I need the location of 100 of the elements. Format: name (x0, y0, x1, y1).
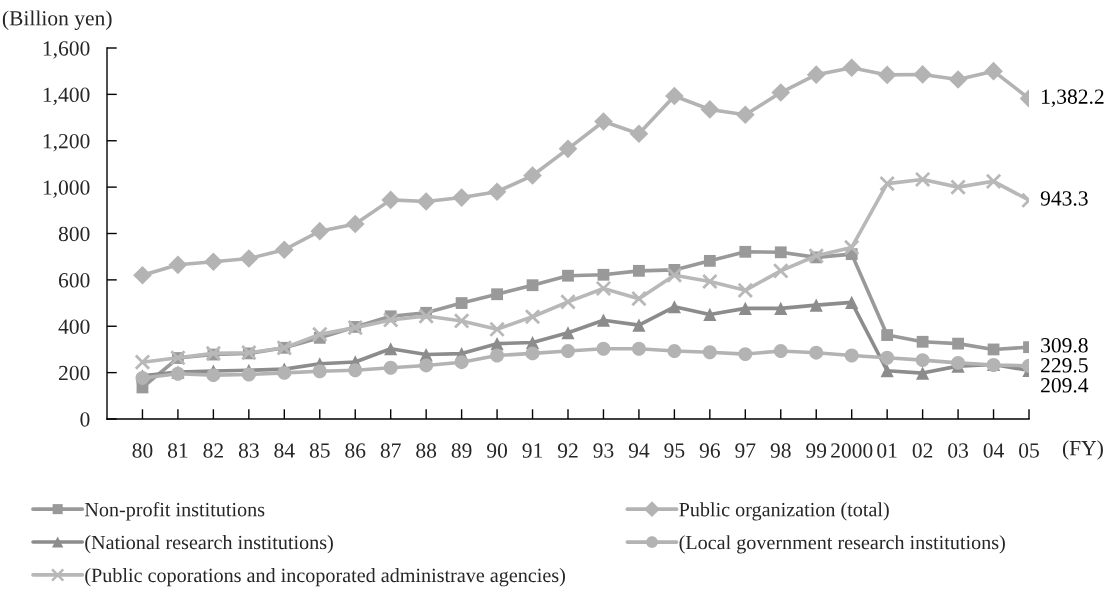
point (703, 307, 717, 322)
point (491, 288, 503, 301)
point (561, 326, 575, 340)
point (808, 247, 825, 264)
x-tick-label: 89 (451, 443, 472, 458)
point (916, 335, 929, 348)
data-label: 943.3 (1040, 191, 1088, 206)
point (490, 348, 505, 363)
point (525, 346, 540, 361)
point (419, 358, 434, 373)
y-tick-label: 1,600 (43, 41, 90, 59)
point (877, 65, 897, 85)
point (558, 139, 578, 159)
y-tick-label: 200 (58, 365, 90, 381)
point (738, 301, 752, 315)
x-tick-label: 88 (416, 443, 437, 458)
x-tick-label: 84 (274, 443, 295, 458)
point (241, 367, 256, 382)
point (490, 337, 504, 351)
point (312, 364, 327, 379)
point (310, 221, 330, 241)
point (416, 192, 436, 211)
point (597, 268, 610, 281)
point (382, 312, 399, 328)
y-tick-label: 600 (58, 273, 90, 288)
point (844, 348, 859, 363)
point (345, 214, 365, 234)
point (845, 295, 859, 309)
x-tick-label: 85 (309, 443, 330, 458)
point (562, 269, 574, 282)
point (381, 190, 401, 210)
point (168, 255, 188, 275)
x-tick-label: 96 (699, 443, 720, 458)
x-tick-label: 86 (345, 443, 366, 458)
point (984, 61, 1003, 81)
legend-label: (Local government research institutions) (679, 535, 1005, 554)
point (526, 279, 539, 292)
point (738, 347, 753, 362)
data-label: 229.5 (1041, 358, 1088, 373)
point (880, 350, 895, 365)
point (948, 70, 968, 89)
point (952, 337, 964, 350)
point (701, 273, 718, 290)
x-tick-label: 94 (628, 443, 650, 458)
y-tick-label: 1,400 (43, 87, 90, 106)
point (204, 252, 223, 272)
x-tick-label: 91 (522, 443, 543, 458)
point (843, 239, 860, 256)
point (524, 308, 541, 325)
point (703, 254, 716, 267)
point (239, 249, 259, 268)
x-tick-label: 81 (167, 443, 188, 458)
point (348, 363, 363, 378)
point (737, 282, 754, 299)
data-label: 1,382.2 (1042, 89, 1104, 107)
point (487, 182, 507, 202)
point (594, 112, 613, 131)
x-tick-label: 2000 (831, 443, 873, 458)
point (629, 124, 649, 144)
point (454, 355, 469, 370)
point (950, 179, 967, 196)
x-tick-label: 87 (380, 443, 401, 458)
x-tick-label: 95 (664, 443, 685, 458)
y-tick-label: 800 (58, 226, 90, 242)
y-tick-label: 1,200 (43, 133, 90, 152)
point (596, 313, 611, 327)
point (632, 318, 646, 332)
point (773, 344, 788, 359)
point (772, 262, 789, 279)
x-axis-title: (FY) (1062, 440, 1103, 460)
point (774, 246, 787, 259)
x-tick-label: 03 (948, 443, 968, 458)
x-tick-label: 80 (132, 443, 153, 458)
point (916, 366, 930, 380)
y-tick-label: 1,000 (43, 180, 90, 198)
point (806, 65, 826, 84)
legend-label: Non-profit institutions (84, 502, 265, 521)
point (560, 293, 576, 310)
point (985, 173, 1002, 190)
x-tick-label: 98 (770, 443, 791, 458)
x-tick-label: 99 (806, 443, 827, 458)
point (667, 344, 682, 359)
x-tick-label: 93 (593, 443, 614, 458)
legend-label: Public organization (total) (679, 502, 889, 521)
point (880, 364, 894, 378)
point (561, 344, 575, 359)
point (384, 342, 398, 356)
point (274, 240, 294, 260)
point (595, 280, 612, 297)
x-tick-label: 90 (487, 443, 508, 458)
point (915, 353, 930, 368)
data-label: 209.4 (1041, 378, 1089, 393)
x-tick-label: 83 (238, 443, 259, 458)
point (206, 368, 221, 383)
point (774, 301, 788, 315)
point (489, 321, 506, 338)
data-label: 309.8 (1041, 338, 1088, 353)
point (702, 345, 717, 360)
x-tick-label: 05 (1019, 443, 1039, 458)
x-tick-label: 04 (983, 443, 1004, 458)
